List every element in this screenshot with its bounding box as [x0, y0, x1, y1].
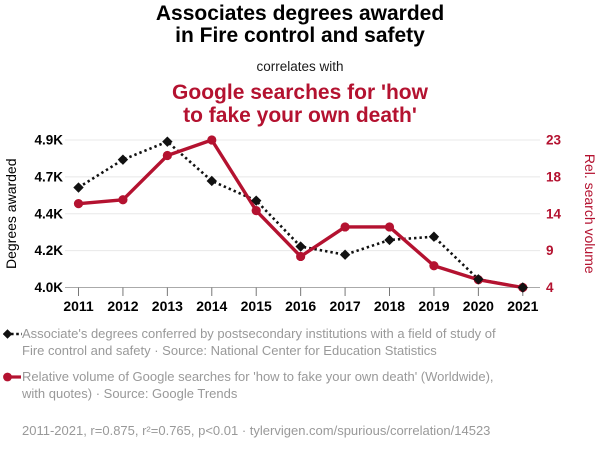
chart-legend: Associate's degrees conferred by postsec…: [2, 325, 523, 411]
degrees-marker-diamond: [473, 274, 484, 285]
red-subtitle-line-2: to fake your own death': [183, 104, 417, 127]
degrees-marker-diamond: [428, 231, 440, 242]
x-tick-label: 2017: [330, 298, 361, 314]
right-axis-title: Rel. search volume: [582, 154, 598, 274]
legend-item-search: Relative volume of Google searches for '…: [3, 368, 523, 402]
degrees-marker-diamond: [117, 154, 129, 165]
page-title: Associates degrees awarded in Fire contr…: [0, 3, 600, 47]
search-volume-marker-circle: [118, 195, 128, 205]
search-volume-marker-circle: [429, 261, 439, 271]
right-axis-tick-label: 9: [546, 243, 554, 258]
left-axis-tick-label: 4.4K: [34, 206, 63, 221]
x-tick-label: 2013: [152, 298, 183, 314]
x-tick-label: 2011: [63, 298, 94, 314]
right-axis-tick-label: 23: [546, 133, 562, 148]
left-axis-title: Degrees awarded: [3, 158, 19, 269]
red-subtitle: Google searches for 'how to fake your ow…: [0, 81, 600, 127]
x-tick-label: 2021: [507, 298, 538, 314]
x-tick-label: 2014: [196, 298, 227, 314]
left-axis-tick-label: 4.7K: [34, 169, 63, 184]
left-axis-tick-label: 4.2K: [34, 243, 63, 258]
degrees-marker-diamond: [206, 175, 217, 187]
search-volume-marker-circle: [251, 206, 261, 216]
search-volume-marker-circle: [340, 222, 350, 232]
x-tick-label: 2020: [463, 298, 494, 314]
black-diamond-dotted-line-icon: [2, 325, 22, 359]
degrees-marker-diamond: [517, 282, 528, 293]
legend-item-degrees: Associate's degrees conferred by postsec…: [2, 325, 523, 359]
x-tick-label: 2016: [285, 298, 316, 314]
title-line-2: in Fire control and safety: [175, 24, 425, 47]
search-volume-marker-circle: [162, 150, 172, 161]
search-volume-marker-circle: [296, 251, 306, 262]
search-volume-marker-circle: [207, 135, 217, 145]
red-circle-solid-line-icon: [3, 368, 22, 402]
degrees-marker-diamond: [73, 182, 84, 193]
degrees-marker-diamond: [295, 241, 306, 252]
x-tick-label: 2019: [418, 298, 449, 314]
right-axis-tick-label: 14: [546, 206, 562, 221]
search-volume-marker-circle: [73, 199, 84, 209]
series-line-degrees: [77, 140, 524, 289]
degrees-marker-diamond: [251, 195, 262, 206]
degrees-marker-diamond: [384, 234, 395, 246]
x-tick-label: 2012: [107, 298, 138, 314]
degrees-marker-diamond: [339, 249, 351, 260]
right-axis-tick-label: 18: [546, 169, 562, 184]
correlates-with-text: correlates with: [256, 59, 344, 74]
right-axis-tick-label: 4: [546, 280, 554, 295]
x-tick-label: 2015: [241, 298, 272, 314]
left-axis-tick-label: 4.9K: [34, 133, 63, 148]
search-volume-marker-circle: [384, 222, 395, 232]
title-line-1: Associates degrees awarded: [155, 2, 445, 25]
x-tick-label: 2018: [374, 298, 405, 314]
degrees-marker-diamond: [162, 136, 173, 147]
legend-text-search: Relative volume of Google searches for '…: [22, 369, 494, 401]
red-subtitle-line-1: Google searches for 'how: [172, 81, 428, 104]
left-axis-tick-label: 4.0K: [34, 280, 63, 295]
stats-and-source-line: 2011-2021, r=0.875, r²=0.765, p<0.01 · t…: [22, 423, 491, 438]
legend-text-degrees: Associate's degrees conferred by postsec…: [22, 326, 496, 358]
